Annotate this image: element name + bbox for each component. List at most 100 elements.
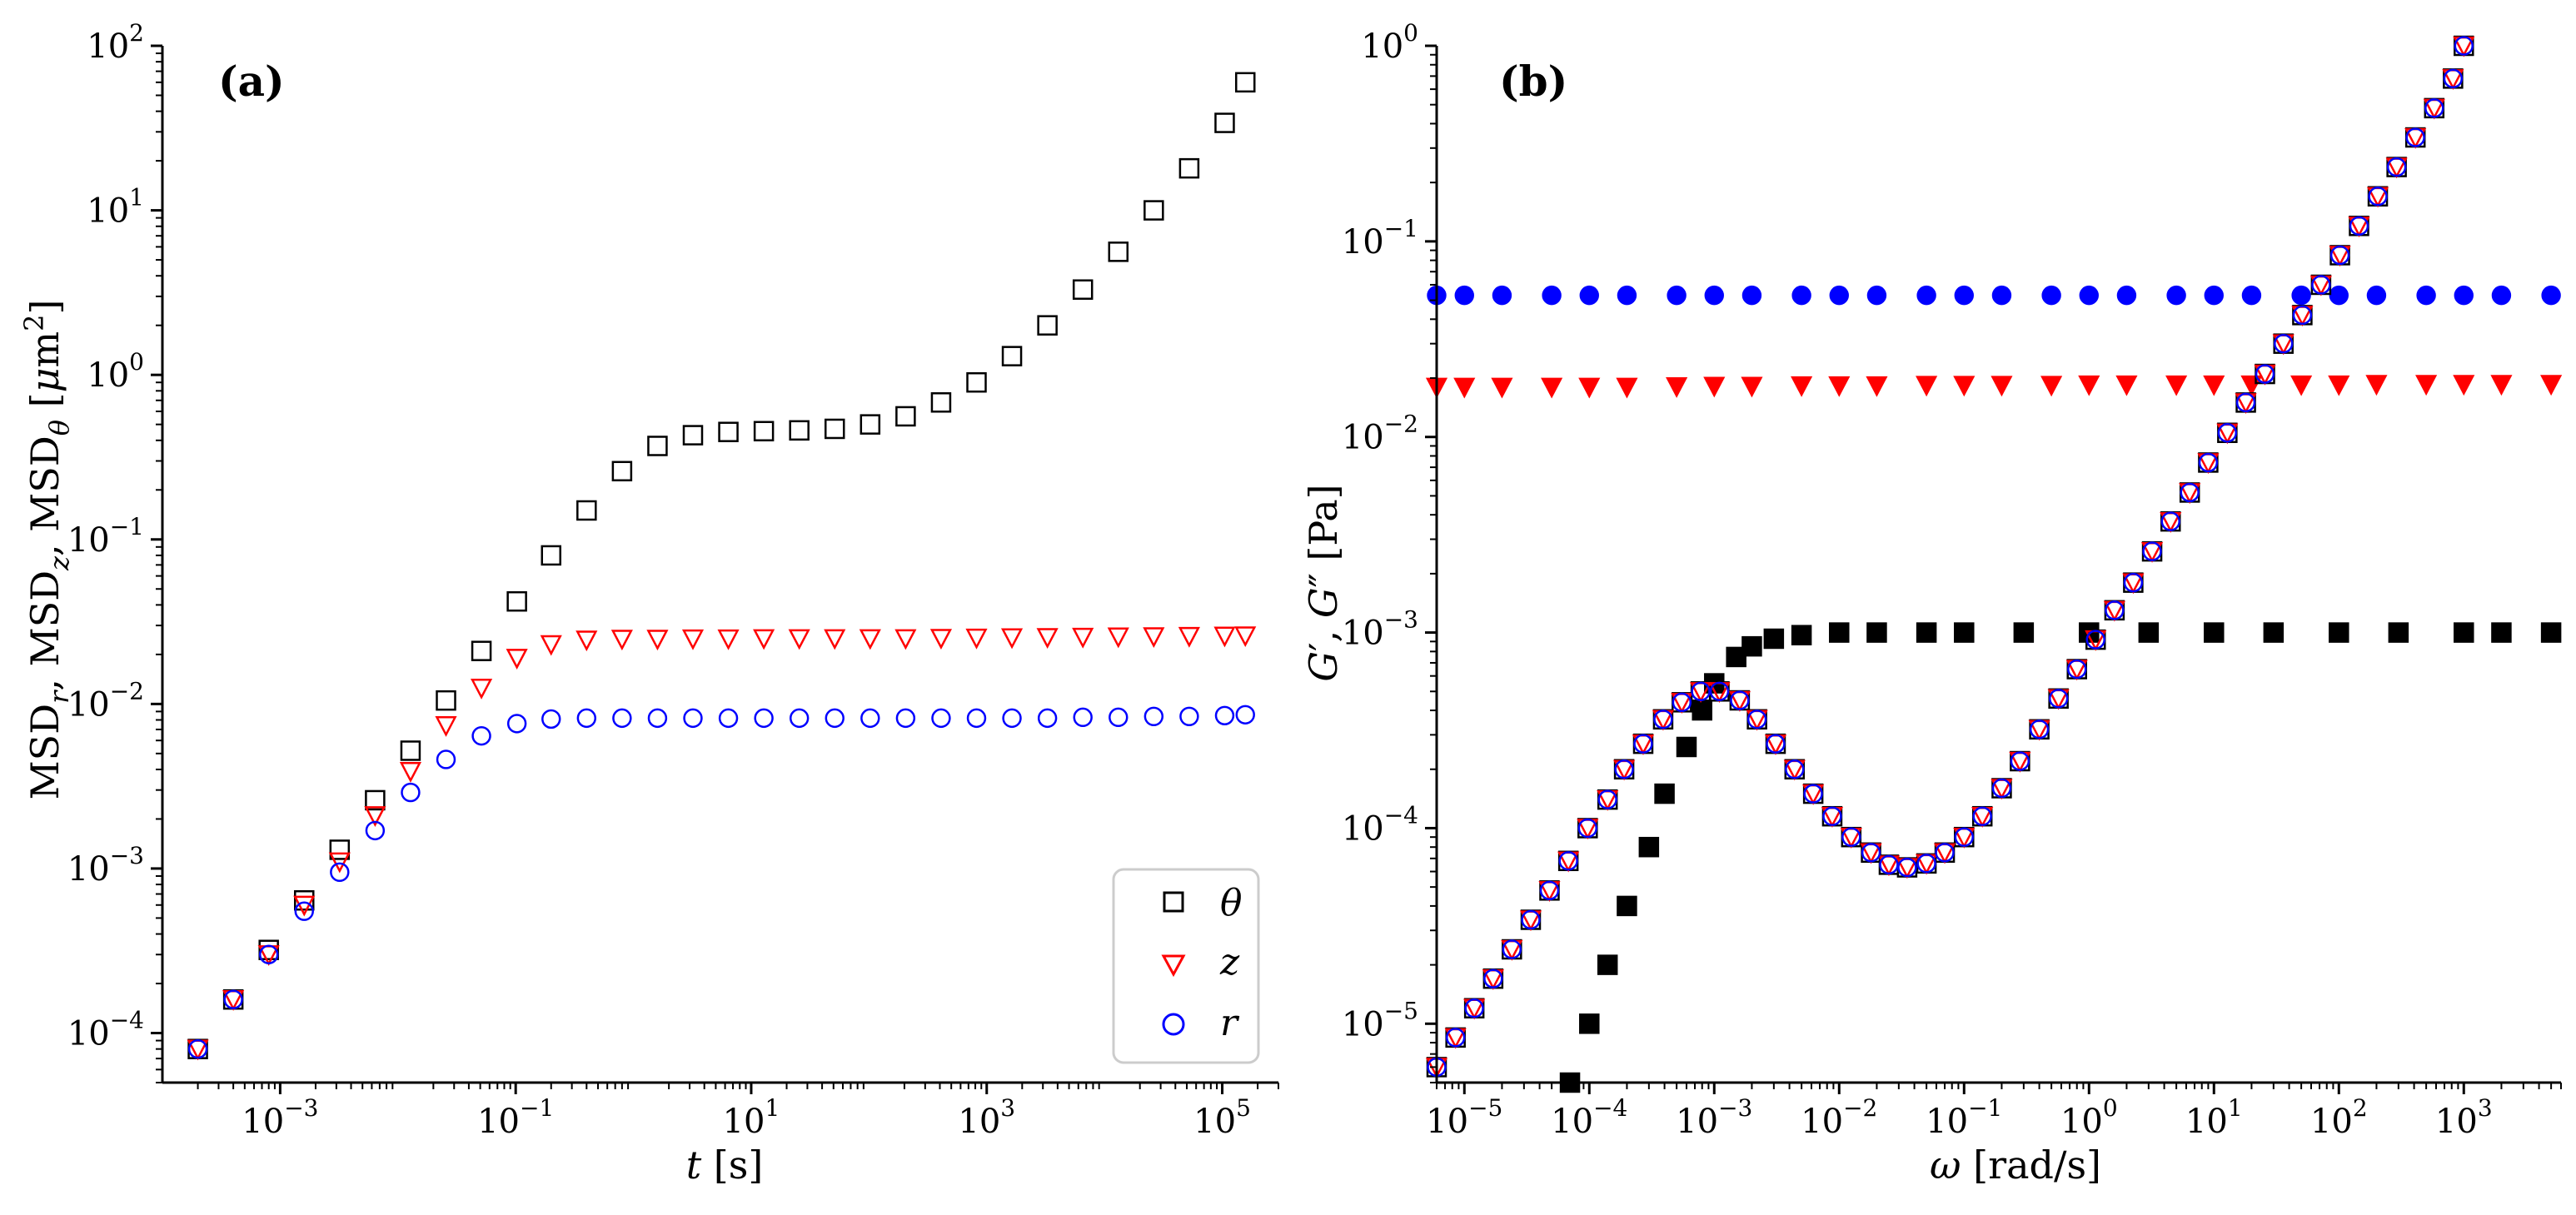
panel-a-s0-point-23: [1001, 346, 1023, 366]
panel-a-s0-point-21: [930, 392, 952, 413]
panel-b-s1-point-23: [2365, 375, 2388, 396]
panel-b-s0-point-20: [2241, 285, 2262, 306]
panel-b-s5-point-34: [2067, 659, 2087, 680]
y-tick-label: 10−3: [1342, 606, 1418, 653]
panel-b-s2-point-23: [2388, 622, 2409, 643]
panel-b-s5-point-15: [1709, 681, 1730, 701]
panel-a-s1-point-17: [788, 629, 810, 650]
panel-a-tag: (a): [218, 57, 285, 106]
x-tick-label: 10−4: [1551, 1094, 1627, 1141]
panel-b-s2-point-5: [1654, 783, 1675, 804]
panel-b-series-5-circle-open: [1427, 36, 2474, 1078]
panel-a-s1-point-21: [929, 629, 953, 650]
panel-b-s0-point-2: [1492, 285, 1512, 306]
panel-b-s5-point-29: [1972, 806, 1992, 826]
panel-a-s1-point-18: [824, 629, 846, 650]
panel-b-s1-point-24: [2415, 375, 2438, 396]
panel-b-s5-point-36: [2105, 600, 2125, 620]
panel-b-s5-point-4: [1502, 939, 1522, 959]
panel-b-s5-point-2: [1464, 998, 1484, 1018]
panel-a-s2-point-26: [1109, 707, 1129, 728]
legend-entry-r: r: [1162, 1002, 1240, 1044]
panel-b-s1-point-3: [1541, 377, 1563, 399]
panel-a-s2-point-30: [1235, 705, 1255, 725]
panel-a-s0-point-24: [1037, 315, 1058, 336]
panel-a-s0-point-12: [611, 461, 633, 482]
panel-b-s5-point-42: [2217, 423, 2238, 443]
x-tick-label: 10−1: [477, 1094, 554, 1141]
y-tick-label: 101: [87, 184, 144, 231]
panel-a-s2-point-14: [683, 708, 703, 729]
panel-b-series-4-triangle-down-open: [1425, 36, 2475, 1079]
panel-b-s1-point-11: [1866, 376, 1888, 397]
x-tick-label: 103: [958, 1094, 1015, 1141]
y-tick-label: 10−2: [67, 677, 144, 724]
panel-b-s0-point-27: [2541, 285, 2561, 306]
panel-b-s2-point-4: [1638, 836, 1660, 858]
panel-a-s1-point-9: [506, 649, 528, 670]
panel-b-s5-point-54: [2443, 68, 2464, 89]
panel-b-s5-point-48: [2329, 245, 2350, 266]
panel-b-s5-point-27: [1935, 843, 1955, 863]
panel-a-s2-point-25: [1073, 707, 1093, 728]
legend-label-z: z: [1219, 941, 1240, 983]
panel-b-s2-point-16: [1954, 622, 1975, 643]
panel-a-s0-point-10: [541, 545, 561, 566]
panel-a-s2-point-24: [1037, 708, 1058, 729]
panel-b-s0-point-17: [2116, 285, 2137, 306]
panel-a-s2-point-17: [789, 708, 810, 729]
panel-b-y-axis-label: G′, G″ [Pa]: [1301, 484, 1346, 681]
panel-b-s2-point-20: [2204, 622, 2225, 643]
panel-a-s1-point-7: [435, 716, 457, 737]
panel-b-s0-point-18: [2166, 285, 2186, 306]
panel-b-s5-point-40: [2180, 482, 2200, 503]
panel-a-s1-point-10: [540, 635, 562, 656]
panel-a-s2-point-11: [576, 708, 597, 729]
panel-b-s0-point-25: [2454, 285, 2474, 306]
panel-a-s2-point-20: [895, 708, 916, 729]
panel-a-s2-point-18: [825, 708, 845, 729]
panel-a-s1-point-14: [681, 629, 705, 650]
x-tick-label: 10−3: [1676, 1094, 1752, 1141]
panel-b-s0-point-15: [2041, 285, 2061, 306]
panel-a-s0-point-19: [859, 414, 881, 435]
panel-b-s1-point-7: [1703, 376, 1726, 398]
y-tick-label: 10−2: [1342, 411, 1418, 457]
panel-b-s1-point-19: [2203, 375, 2225, 396]
panel-a-s1-point-5: [364, 806, 386, 827]
panel-a-series-1-triangle-down-open: [187, 626, 1257, 1061]
y-tick-label: 10−4: [67, 1007, 144, 1053]
panel-b-s0-point-12: [1916, 285, 1936, 306]
panel-b-s5-point-6: [1539, 880, 1560, 901]
panel-a-s2-point-12: [612, 708, 632, 729]
panel-b-s1-point-18: [2165, 375, 2188, 396]
panel-a-s1-point-25: [1072, 627, 1094, 649]
panel-b-s5-point-52: [2405, 127, 2425, 147]
panel-a-s2-point-15: [718, 708, 739, 729]
panel-b-s5-point-45: [2274, 333, 2294, 354]
x-tick-label: 103: [2435, 1094, 2493, 1141]
panel-b-s1-point-1: [1453, 377, 1476, 399]
panel-a-s2-point-10: [541, 709, 561, 729]
panel-a-s0-point-20: [895, 406, 916, 427]
panel-b-s5-point-30: [1991, 778, 2012, 799]
panel-a-series-0-square-open: [187, 72, 1256, 1059]
panel-b-s2-point-26: [2540, 622, 2562, 643]
panel-a-s2-point-4: [330, 862, 350, 883]
panel-b-s2-point-11: [1763, 628, 1785, 650]
panel-b-s5-point-12: [1653, 710, 1673, 729]
panel-a-s1-point-28: [1178, 626, 1200, 648]
panel-a-s1-point-11: [575, 630, 598, 652]
panel-b-s5-point-35: [2085, 630, 2105, 650]
panel-b-s0-point-9: [1791, 285, 1811, 306]
x-tick-label: 100: [2060, 1094, 2118, 1141]
panel-b-s5-point-18: [1766, 734, 1786, 754]
panel-a-s0-point-2: [258, 939, 279, 960]
panel-b-s5-point-43: [2235, 392, 2256, 413]
panel-a-s0-point-4: [329, 839, 351, 860]
panel-b-s5-point-41: [2198, 452, 2219, 473]
panel-a-s0-point-15: [718, 421, 739, 442]
panel-a-x-axis-label: t [s]: [686, 1143, 764, 1188]
x-tick-label: 101: [2185, 1094, 2243, 1141]
